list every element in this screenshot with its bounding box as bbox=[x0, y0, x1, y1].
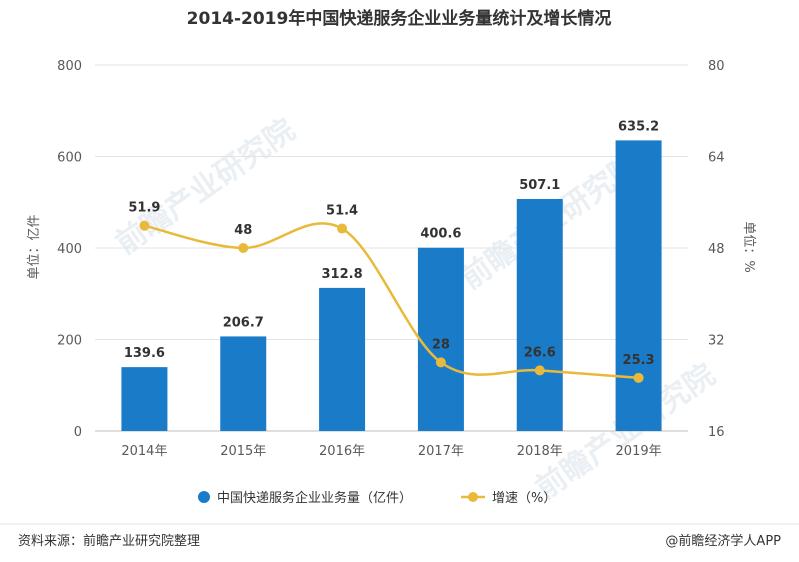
bar[interactable] bbox=[417, 247, 464, 431]
growth-line bbox=[144, 222, 639, 380]
data-labels: 139.6 206.7 312.8 400.6 507.1 635.2 51.9 48 51.4… bbox=[124, 119, 659, 367]
line-point[interactable] bbox=[633, 372, 644, 383]
bar[interactable] bbox=[121, 367, 168, 431]
line-value-label: 25.3 bbox=[623, 353, 655, 368]
line-value-label: 48 bbox=[234, 223, 252, 238]
x-tick-label: 2014年 bbox=[121, 444, 167, 459]
right-axis-ticks: 16 32 48 64 80 bbox=[708, 59, 725, 440]
line-value-label: 51.4 bbox=[326, 204, 358, 219]
legend: 中国快递服务企业业务量（亿件） 增速（%） bbox=[198, 490, 556, 506]
bar-series bbox=[121, 140, 662, 431]
line-value-label: 51.9 bbox=[128, 201, 160, 216]
right-tick-label: 16 bbox=[708, 425, 725, 440]
right-tick-label: 48 bbox=[708, 242, 725, 257]
bar[interactable] bbox=[516, 199, 563, 431]
gridlines bbox=[95, 64, 688, 432]
x-axis-ticks: 2014年 2015年 2016年 2017年 2018年 2019年 bbox=[121, 444, 661, 459]
line-point[interactable] bbox=[337, 223, 348, 234]
x-tick-label: 2017年 bbox=[418, 444, 464, 459]
bar[interactable] bbox=[220, 336, 267, 431]
line-point[interactable] bbox=[534, 365, 545, 376]
bar-value-label: 635.2 bbox=[618, 119, 659, 134]
line-point[interactable] bbox=[139, 220, 150, 231]
right-tick-label: 64 bbox=[708, 151, 725, 166]
bar[interactable] bbox=[319, 287, 366, 431]
line-series bbox=[139, 220, 644, 383]
left-axis-ticks: 0 200 400 600 800 bbox=[57, 59, 82, 440]
bar-value-label: 312.8 bbox=[322, 267, 363, 282]
line-value-label: 26.6 bbox=[524, 345, 556, 360]
x-tick-label: 2019年 bbox=[616, 444, 662, 459]
left-tick-label: 200 bbox=[57, 334, 82, 349]
left-tick-label: 0 bbox=[74, 425, 82, 440]
x-tick-label: 2015年 bbox=[220, 444, 266, 459]
bar-value-label: 206.7 bbox=[223, 315, 264, 330]
bar[interactable] bbox=[615, 140, 662, 431]
legend-line-marker bbox=[468, 492, 478, 502]
left-tick-label: 800 bbox=[57, 59, 82, 74]
legend-line-label[interactable]: 增速（%） bbox=[492, 491, 556, 506]
left-tick-label: 400 bbox=[57, 242, 82, 257]
x-tick-label: 2016年 bbox=[319, 444, 365, 459]
left-tick-label: 600 bbox=[57, 151, 82, 166]
left-axis-title: 单位：亿件 bbox=[27, 214, 42, 279]
right-tick-label: 32 bbox=[708, 334, 725, 349]
footer-credit: @前瞻经济学人APP bbox=[665, 533, 781, 549]
legend-bar-label[interactable]: 中国快递服务企业业务量（亿件） bbox=[217, 490, 412, 506]
right-axis-title: 单位：% bbox=[741, 221, 756, 272]
bar-value-label: 400.6 bbox=[420, 227, 461, 242]
footer-source: 资料来源：前瞻产业研究院整理 bbox=[18, 533, 200, 549]
right-tick-label: 80 bbox=[708, 59, 725, 74]
bar-value-label: 507.1 bbox=[519, 178, 560, 193]
line-value-label: 28 bbox=[432, 337, 450, 352]
chart-title: 2014-2019年中国快递服务企业业务量统计及增长情况 bbox=[187, 8, 612, 29]
bar-value-label: 139.6 bbox=[124, 346, 165, 361]
line-point[interactable] bbox=[435, 357, 446, 368]
legend-bar-swatch bbox=[198, 491, 210, 503]
x-tick-label: 2018年 bbox=[517, 444, 563, 459]
line-point[interactable] bbox=[238, 243, 249, 253]
